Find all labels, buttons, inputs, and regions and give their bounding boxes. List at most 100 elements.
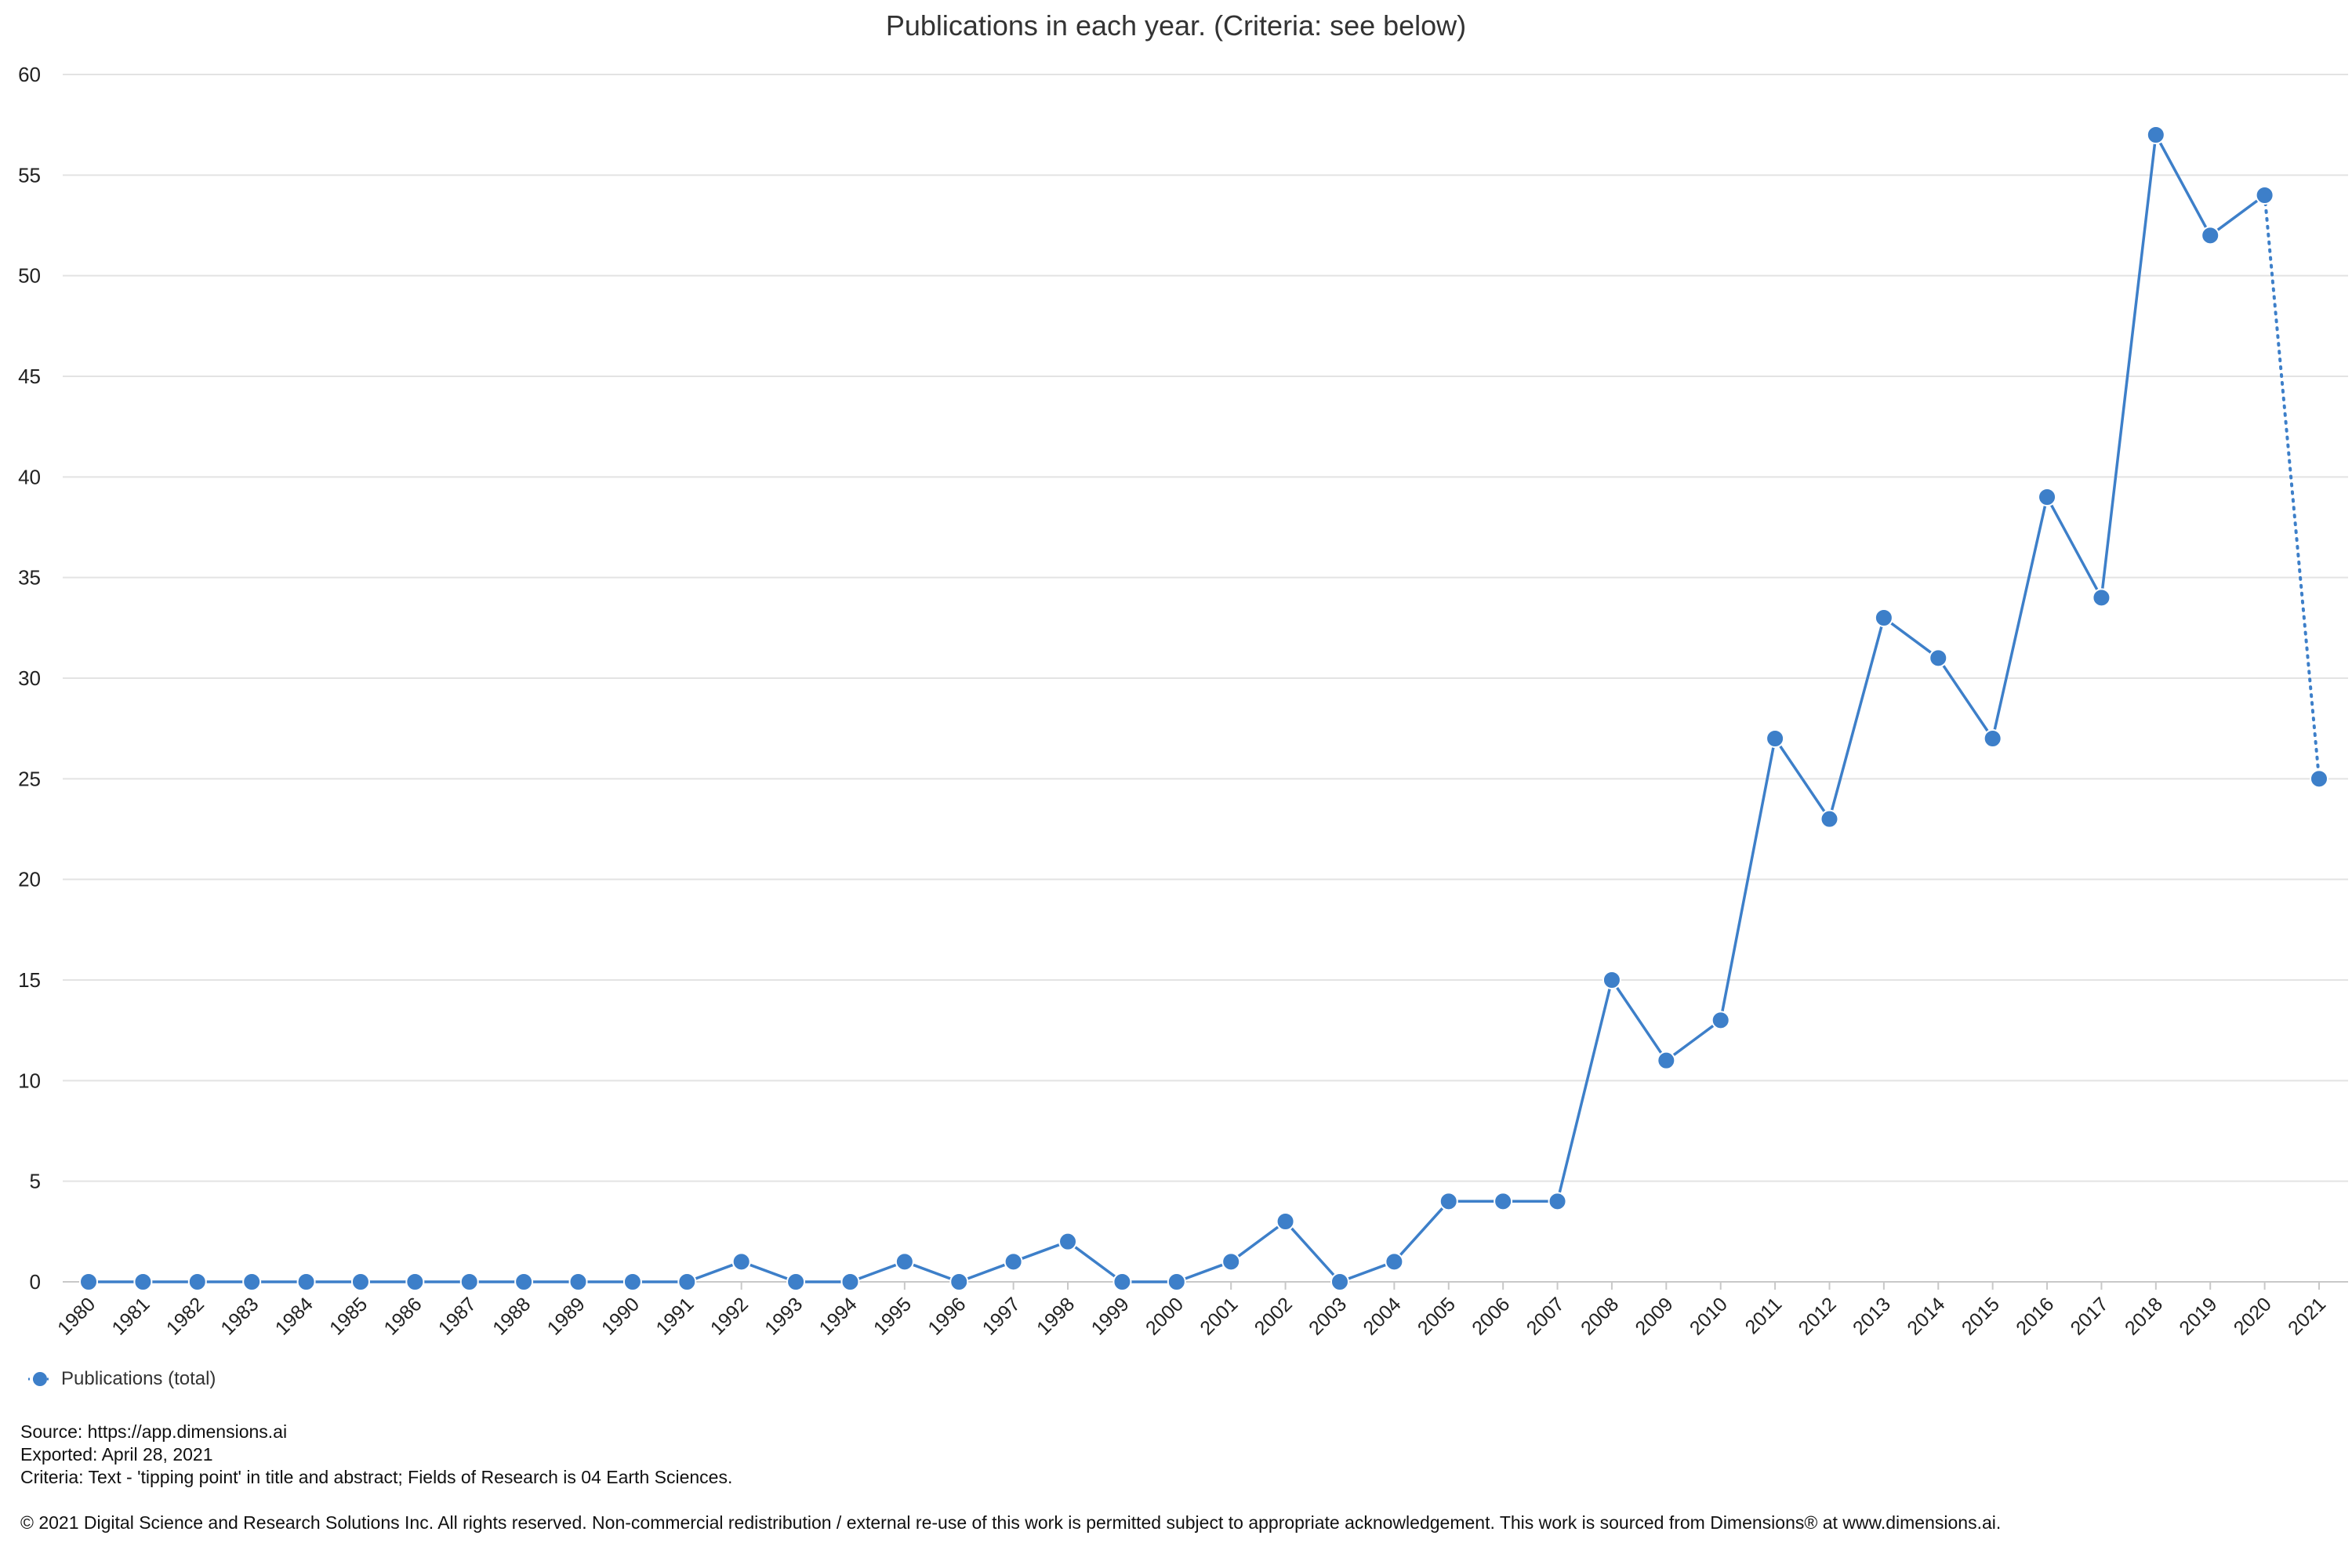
data-point [1983, 729, 2002, 748]
x-tick-label: 1988 [488, 1293, 535, 1339]
data-point [133, 1272, 153, 1291]
y-tick-label: 45 [18, 365, 41, 388]
x-tick-label: 1998 [1033, 1293, 1079, 1339]
data-point [1276, 1212, 1295, 1231]
legend[interactable]: Publications (total) [27, 1368, 216, 1390]
data-point [1929, 648, 1948, 668]
y-tick-label: 25 [18, 767, 41, 790]
y-tick-label: 30 [18, 666, 41, 690]
x-tick-label: 2011 [1741, 1293, 1787, 1338]
data-point [786, 1272, 806, 1291]
x-tick-label: 1990 [597, 1293, 644, 1339]
data-point [242, 1272, 262, 1291]
x-tick-label: 2005 [1414, 1293, 1460, 1339]
data-point [1820, 809, 1839, 829]
data-point [459, 1272, 479, 1291]
data-point [405, 1272, 425, 1291]
data-point [677, 1272, 697, 1291]
data-point [1711, 1011, 1730, 1030]
y-tick-label: 20 [18, 868, 41, 891]
x-tick-label: 1987 [434, 1293, 481, 1339]
series-line-projected [2263, 194, 2321, 781]
x-tick-label: 1993 [760, 1293, 807, 1339]
x-tick-label: 2021 [2284, 1293, 2330, 1339]
data-point [895, 1252, 914, 1272]
x-tick-label: 1992 [706, 1293, 753, 1339]
data-point [1766, 729, 1785, 748]
x-tick-label: 2020 [2230, 1293, 2276, 1339]
x-tick-label: 2016 [2012, 1293, 2058, 1339]
data-point [1874, 608, 1893, 627]
x-tick-label: 2009 [1631, 1293, 1677, 1339]
data-point [2310, 769, 2328, 789]
data-point [1221, 1252, 1241, 1272]
x-tick-label: 2018 [2121, 1293, 2167, 1339]
data-point [187, 1272, 207, 1291]
x-tick-label: 2000 [1142, 1293, 1188, 1339]
data-point [1385, 1252, 1404, 1272]
data-point [2201, 226, 2220, 245]
x-tick-label: 2007 [1523, 1293, 1569, 1339]
x-tick-label: 1996 [924, 1293, 970, 1339]
x-tick-label: 2003 [1305, 1293, 1351, 1339]
x-tick-label: 2002 [1250, 1293, 1297, 1339]
x-tick-label: 1989 [543, 1293, 590, 1339]
y-tick-label: 60 [18, 63, 41, 86]
data-point [2092, 588, 2111, 608]
series-line [89, 133, 2266, 1283]
x-tick-label: 2015 [1958, 1293, 2004, 1339]
data-point [622, 1272, 642, 1291]
x-tick-label: 1981 [108, 1293, 154, 1339]
footer: Source: https://app.dimensions.ai Export… [20, 1421, 2001, 1534]
x-tick-label: 1994 [815, 1293, 862, 1339]
y-tick-label: 40 [18, 465, 41, 488]
x-tick-label: 1983 [216, 1293, 263, 1339]
y-tick-label: 55 [18, 163, 41, 187]
x-tick-label: 1995 [869, 1293, 916, 1339]
legend-label: Publications (total) [61, 1368, 216, 1389]
data-point [1167, 1272, 1186, 1291]
x-axis: 1980 1981 1982 1983 1984 1985 1986 1987 1988 1989… [53, 1282, 2330, 1340]
x-tick-label: 1991 [652, 1293, 698, 1339]
x-tick-label: 2008 [1577, 1293, 1623, 1339]
y-axis: 0 5 10 15 20 25 30 35 40 45 50 55 60 [18, 63, 41, 1294]
data-point [1004, 1252, 1023, 1272]
x-tick-label: 2017 [2067, 1293, 2113, 1339]
x-tick-label: 1986 [379, 1293, 426, 1339]
data-point [350, 1272, 370, 1291]
data-point [1330, 1272, 1349, 1291]
x-tick-label: 1980 [53, 1293, 100, 1339]
legend-marker-icon [28, 1372, 52, 1386]
y-tick-label: 5 [30, 1170, 41, 1193]
x-tick-label: 1985 [325, 1293, 372, 1339]
x-tick-label: 1997 [978, 1293, 1025, 1339]
data-point [731, 1252, 751, 1272]
x-tick-label: 1999 [1087, 1293, 1134, 1339]
data-point [1657, 1051, 1676, 1070]
gridlines [63, 74, 2348, 1283]
data-point [514, 1272, 534, 1291]
x-tick-label: 2004 [1359, 1293, 1405, 1339]
x-tick-label: 2001 [1196, 1293, 1242, 1339]
data-point [2038, 488, 2057, 506]
criteria-text: Criteria: Text - 'tipping point' in titl… [20, 1467, 733, 1487]
x-tick-label: 2014 [1903, 1293, 1949, 1339]
data-point [949, 1272, 969, 1291]
x-tick-label: 1984 [271, 1293, 318, 1339]
x-tick-label: 2006 [1468, 1293, 1514, 1339]
data-point [1439, 1192, 1458, 1211]
x-tick-label: 2019 [2175, 1293, 2221, 1339]
data-point [1112, 1272, 1132, 1291]
data-point [1548, 1192, 1567, 1211]
x-tick-label: 1982 [162, 1293, 209, 1339]
y-tick-label: 50 [18, 264, 41, 288]
data-point [2255, 186, 2274, 205]
x-tick-label: 2012 [1795, 1293, 1841, 1339]
exported-text: Exported: April 28, 2021 [20, 1444, 213, 1465]
data-point [79, 1272, 98, 1291]
y-tick-label: 0 [30, 1270, 41, 1294]
data-point [1602, 971, 1621, 989]
data-point [2146, 125, 2165, 144]
data-point [1494, 1192, 1513, 1211]
